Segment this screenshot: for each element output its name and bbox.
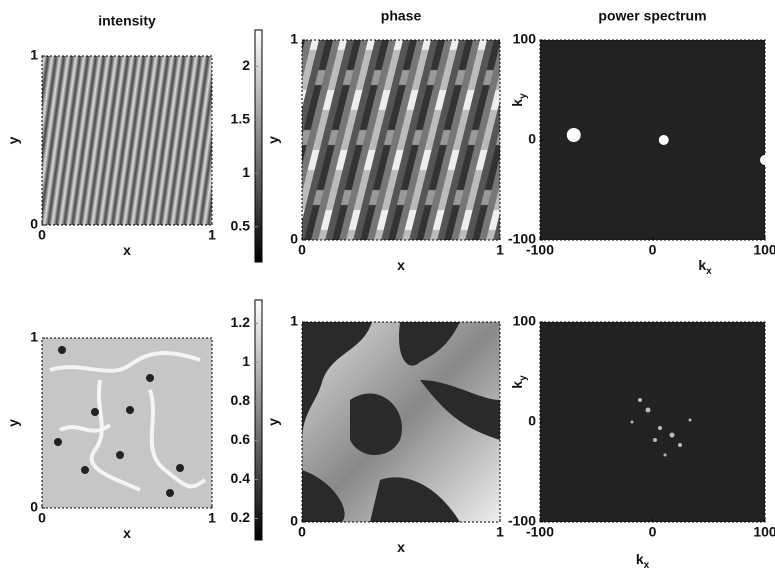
colorbar-tick-label: 0.2: [231, 509, 251, 525]
y-tick-label: 0: [290, 231, 298, 247]
panel-title: intensity: [98, 13, 156, 29]
panel-title: power spectrum: [598, 8, 706, 24]
y-tick-label: 0: [290, 513, 298, 529]
axis-label-text: k: [509, 99, 525, 107]
x-tick-label: -100: [526, 242, 554, 258]
axis-label-text: x: [397, 257, 405, 273]
axis-label-text: y: [265, 418, 281, 426]
axis-label-text: y: [5, 136, 21, 144]
y-tick-label: 1: [290, 313, 298, 329]
x-tick-label: 0: [298, 242, 306, 258]
axis-label: x: [397, 539, 405, 555]
y-tick-label: 0: [528, 131, 536, 147]
colorbar-tick-label: 0.5: [231, 217, 251, 233]
plot-frame: [301, 39, 501, 241]
x-tick-label: 0: [38, 510, 46, 526]
y-tick-label: -100: [508, 231, 536, 247]
colorbar-tick-label: 1: [242, 353, 250, 369]
axis-label: kx: [636, 551, 650, 571]
colorbar-tick-label: 1: [242, 164, 250, 180]
colorbar: [254, 299, 263, 541]
axis-label-text: k: [636, 551, 644, 567]
panel-title: phase: [381, 8, 422, 24]
axis-label: kx: [698, 257, 712, 277]
axis-label: x: [123, 525, 131, 541]
axis-label-text: x: [123, 242, 131, 258]
x-tick-label: 100: [753, 242, 775, 258]
axis-label-text: y: [265, 136, 281, 144]
plot-frame: [301, 321, 501, 523]
axis-label-sub: x: [644, 560, 650, 571]
x-tick-label: -100: [526, 524, 554, 540]
colorbar-tick-label: 0.4: [231, 470, 251, 486]
y-tick-label: 100: [513, 313, 537, 329]
axis-label-text: x: [123, 525, 131, 541]
x-tick-label: 0: [649, 242, 657, 258]
spectral-peak: [658, 135, 669, 145]
y-tick-label: 0: [30, 216, 38, 232]
spectral-peak: [760, 155, 770, 165]
axis-label-text: y: [5, 419, 21, 427]
heatmap-texture: [42, 40, 765, 522]
colorbar-tick-label: 2: [242, 57, 250, 73]
x-tick-label: 1: [208, 227, 216, 243]
axis-label: ky: [509, 93, 529, 107]
axis-label-text: x: [397, 539, 405, 555]
x-tick-label: 100: [753, 524, 775, 540]
y-tick-label: 1: [30, 329, 38, 345]
x-tick-label: 1: [208, 510, 216, 526]
colorbar-tick-label: 0.6: [231, 431, 251, 447]
plot-frame: [41, 337, 213, 509]
colorbar-tick-label: 0.8: [231, 392, 251, 408]
x-tick-label: 0: [38, 227, 46, 243]
y-tick-label: 100: [513, 31, 537, 47]
x-tick-label: 0: [649, 524, 657, 540]
axis-label-sub: y: [518, 93, 529, 99]
x-tick-label: 0: [298, 524, 306, 540]
axis-label-text: k: [509, 381, 525, 389]
y-tick-label: 0: [528, 413, 536, 429]
y-tick-label: -100: [508, 513, 536, 529]
axis-label-sub: y: [518, 375, 529, 381]
x-tick-label: 1: [496, 524, 504, 540]
y-tick-label: 1: [30, 47, 38, 63]
y-tick-label: 1: [290, 31, 298, 47]
x-tick-label: 1: [496, 242, 504, 258]
axis-label: ky: [509, 375, 529, 389]
axis-label: y: [265, 418, 281, 426]
spectral-peak: [566, 128, 581, 142]
colorbar-tick-label: 1.5: [231, 111, 251, 127]
axis-label: x: [123, 242, 131, 258]
axis-label: x: [397, 257, 405, 273]
plot-frame: [41, 55, 213, 226]
colorbar-tick-label: 1.2: [231, 314, 251, 330]
y-tick-label: 0: [30, 499, 38, 515]
axis-label: y: [5, 419, 21, 427]
axis-label-sub: x: [706, 266, 712, 277]
axis-label: y: [265, 136, 281, 144]
axis-label-text: k: [698, 257, 706, 273]
axis-label: y: [5, 136, 21, 144]
colorbar: [254, 29, 263, 263]
